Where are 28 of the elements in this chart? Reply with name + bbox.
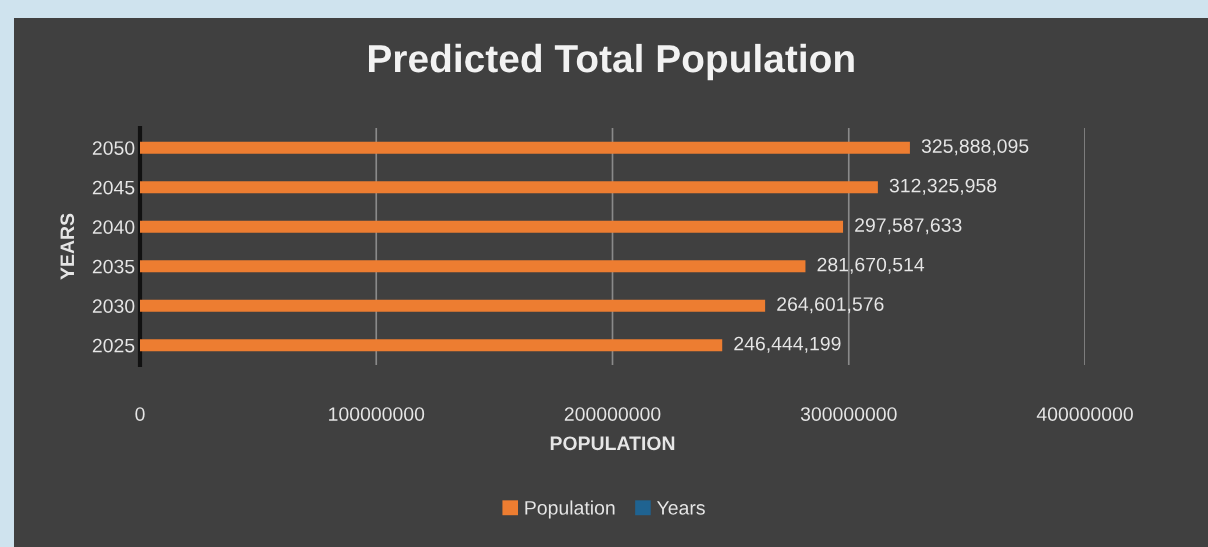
data-label: 264,601,576 [777, 297, 884, 314]
data-label: 246,444,199 [734, 336, 841, 353]
chart-title: Predicted Total Population [368, 43, 854, 81]
bar [140, 260, 806, 273]
x-tick-label: 0 [135, 407, 145, 421]
x-tick-label: 100000000 [329, 407, 425, 421]
data-label: 312,325,958 [889, 178, 997, 195]
bar [140, 141, 910, 154]
legend-label: Years [656, 501, 705, 515]
data-label: 325,888,095 [921, 139, 1029, 156]
x-tick-label: 200000000 [564, 407, 661, 421]
x-tick-label: 300000000 [800, 407, 897, 421]
data-label: 281,670,514 [817, 257, 925, 274]
x-tick-label: 400000000 [1036, 407, 1133, 421]
bar [140, 299, 766, 312]
y-tick-label: 2050 [92, 141, 135, 155]
bar [140, 339, 723, 352]
y-axis-title: YEARS [60, 213, 75, 280]
y-tick-label: 2035 [92, 259, 135, 274]
bar [140, 220, 844, 233]
data-label: 297,587,633 [855, 218, 962, 235]
x-axis-title: POPULATION [550, 436, 675, 451]
y-tick-label: 2030 [92, 299, 135, 313]
y-tick-label: 2040 [92, 220, 135, 234]
y-tick-label: 2025 [92, 338, 135, 353]
bar [140, 181, 878, 194]
legend-label: Population [525, 500, 615, 519]
y-tick-label: 2045 [92, 180, 135, 195]
